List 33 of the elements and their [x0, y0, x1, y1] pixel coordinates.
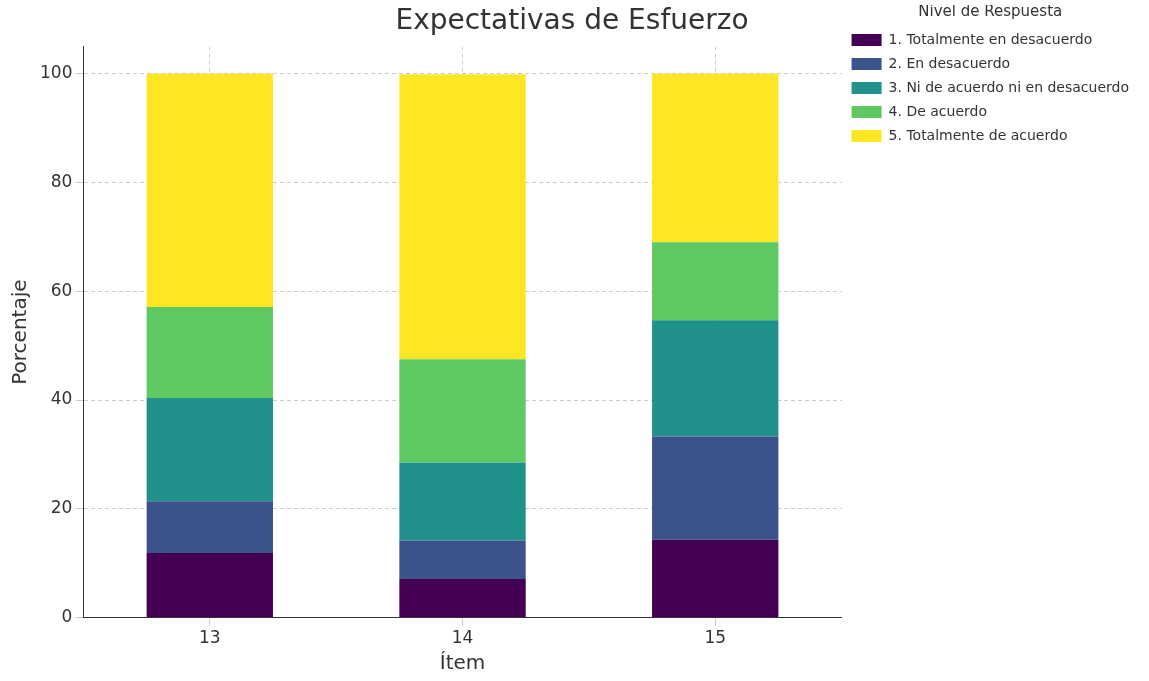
bar — [399, 359, 526, 463]
bar — [146, 552, 273, 618]
bar — [652, 320, 779, 437]
bar — [146, 307, 273, 398]
legend-label: 5. Totalmente de acuerdo — [888, 126, 1068, 143]
bar — [652, 242, 779, 321]
bar — [399, 578, 526, 618]
legend-label: 1. Totalmente en desacuerdo — [888, 30, 1093, 47]
legend-label: 4. De acuerdo — [888, 102, 987, 119]
bar — [399, 540, 526, 579]
bar — [652, 436, 779, 540]
y-axis-title: Porcentaje — [7, 279, 32, 385]
y-tick-label: 40 — [50, 388, 73, 409]
bar — [652, 73, 779, 243]
legend-label: 2. En desacuerdo — [888, 54, 1011, 71]
y-tick-label: 100 — [39, 62, 73, 83]
legend-title: Nivel de Respuesta — [918, 2, 1063, 21]
bar — [652, 539, 779, 618]
x-tick-label: 13 — [198, 627, 221, 648]
bar — [399, 462, 526, 541]
legend-label: 3. Ni de acuerdo ni en desacuerdo — [888, 78, 1130, 95]
bar — [146, 501, 273, 553]
x-tick-label: 15 — [704, 627, 727, 648]
y-tick-label: 20 — [50, 497, 73, 518]
y-tick-label: 60 — [50, 279, 73, 300]
x-axis-title: Ítem — [439, 650, 486, 675]
y-tick-label: 0 — [61, 606, 73, 627]
chart-title: Expectativas de Esfuerzo — [395, 3, 749, 37]
bar — [399, 74, 526, 360]
x-tick-label: 14 — [451, 627, 474, 648]
bar — [146, 73, 273, 308]
y-tick-label: 80 — [50, 170, 73, 191]
bar — [146, 397, 273, 502]
